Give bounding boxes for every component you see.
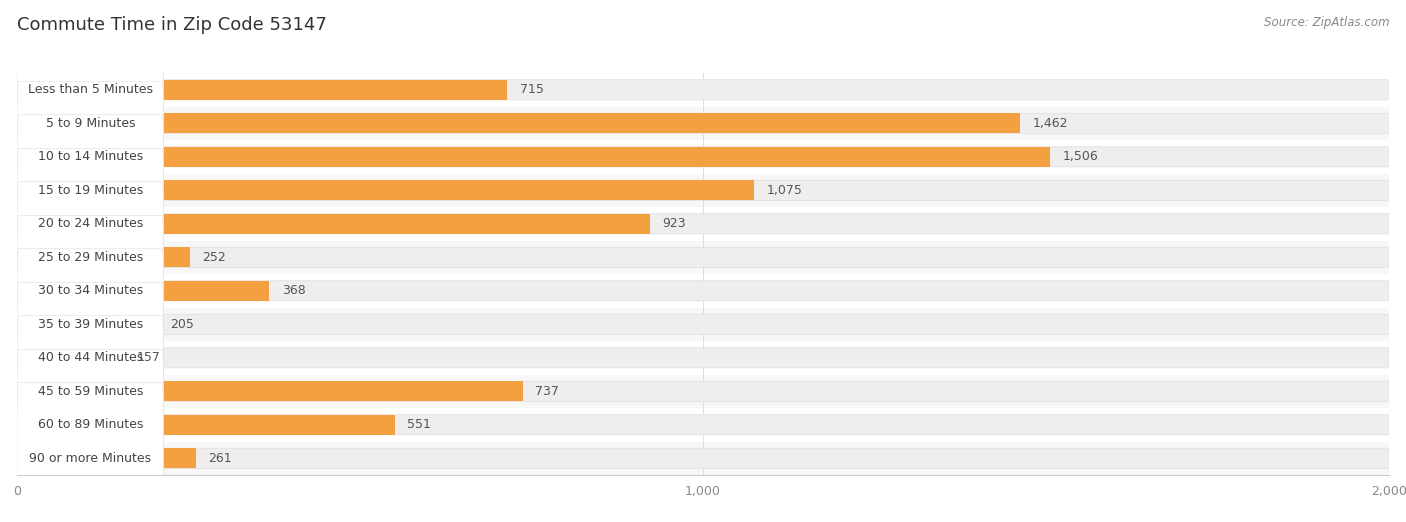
Text: 551: 551 <box>408 418 432 431</box>
Bar <box>17 247 190 267</box>
Text: 30 to 34 Minutes: 30 to 34 Minutes <box>38 284 143 298</box>
FancyBboxPatch shape <box>17 80 1389 100</box>
Text: 368: 368 <box>281 284 305 298</box>
Text: Commute Time in Zip Code 53147: Commute Time in Zip Code 53147 <box>17 16 326 33</box>
Bar <box>17 106 1389 140</box>
Text: Source: ZipAtlas.com: Source: ZipAtlas.com <box>1264 16 1389 29</box>
FancyBboxPatch shape <box>17 414 1389 435</box>
Text: 205: 205 <box>170 318 194 331</box>
Text: 715: 715 <box>520 84 544 97</box>
Bar <box>17 375 1389 408</box>
FancyBboxPatch shape <box>17 249 163 400</box>
Bar <box>17 442 1389 475</box>
Text: 45 to 59 Minutes: 45 to 59 Minutes <box>38 385 143 398</box>
FancyBboxPatch shape <box>17 148 163 299</box>
Bar <box>17 281 270 301</box>
FancyBboxPatch shape <box>17 448 1389 468</box>
Text: 1,075: 1,075 <box>766 184 803 197</box>
FancyBboxPatch shape <box>17 348 1389 368</box>
FancyBboxPatch shape <box>17 14 163 165</box>
FancyBboxPatch shape <box>17 81 163 232</box>
Bar <box>17 381 523 401</box>
Text: 5 to 9 Minutes: 5 to 9 Minutes <box>45 117 135 130</box>
Bar <box>17 207 1389 241</box>
Text: 1,462: 1,462 <box>1032 117 1067 130</box>
FancyBboxPatch shape <box>17 214 1389 234</box>
FancyBboxPatch shape <box>17 182 163 333</box>
Bar <box>17 448 195 468</box>
Bar <box>17 140 1389 173</box>
Bar <box>17 348 125 368</box>
Text: 157: 157 <box>136 351 160 364</box>
Bar <box>17 80 508 100</box>
Text: 252: 252 <box>202 251 226 264</box>
Text: 10 to 14 Minutes: 10 to 14 Minutes <box>38 150 143 163</box>
Text: 25 to 29 Minutes: 25 to 29 Minutes <box>38 251 143 264</box>
Bar <box>17 314 157 334</box>
Bar <box>17 341 1389 375</box>
Text: 40 to 44 Minutes: 40 to 44 Minutes <box>38 351 143 364</box>
Bar <box>17 408 1389 442</box>
Text: 737: 737 <box>534 385 558 398</box>
Bar <box>17 147 1050 167</box>
Text: 261: 261 <box>208 452 232 465</box>
FancyBboxPatch shape <box>17 147 1389 167</box>
Text: 35 to 39 Minutes: 35 to 39 Minutes <box>38 318 143 331</box>
Text: 15 to 19 Minutes: 15 to 19 Minutes <box>38 184 143 197</box>
Text: 20 to 24 Minutes: 20 to 24 Minutes <box>38 217 143 230</box>
Bar <box>17 113 1019 134</box>
FancyBboxPatch shape <box>17 247 1389 267</box>
FancyBboxPatch shape <box>17 48 163 199</box>
Text: 1,506: 1,506 <box>1063 150 1098 163</box>
FancyBboxPatch shape <box>17 349 163 500</box>
FancyBboxPatch shape <box>17 115 163 266</box>
FancyBboxPatch shape <box>17 180 1389 200</box>
FancyBboxPatch shape <box>17 281 1389 301</box>
Text: 923: 923 <box>662 217 686 230</box>
Text: Less than 5 Minutes: Less than 5 Minutes <box>28 84 153 97</box>
FancyBboxPatch shape <box>17 215 163 366</box>
Bar <box>17 241 1389 274</box>
FancyBboxPatch shape <box>17 316 163 467</box>
Bar <box>17 173 1389 207</box>
FancyBboxPatch shape <box>17 113 1389 134</box>
FancyBboxPatch shape <box>17 383 163 522</box>
Bar <box>17 73 1389 106</box>
FancyBboxPatch shape <box>17 314 1389 334</box>
Text: 90 or more Minutes: 90 or more Minutes <box>30 452 152 465</box>
FancyBboxPatch shape <box>17 282 163 433</box>
Text: 60 to 89 Minutes: 60 to 89 Minutes <box>38 418 143 431</box>
Bar <box>17 414 395 435</box>
Bar <box>17 274 1389 307</box>
Bar <box>17 214 650 234</box>
Bar <box>17 307 1389 341</box>
Bar <box>17 180 755 200</box>
FancyBboxPatch shape <box>17 381 1389 401</box>
